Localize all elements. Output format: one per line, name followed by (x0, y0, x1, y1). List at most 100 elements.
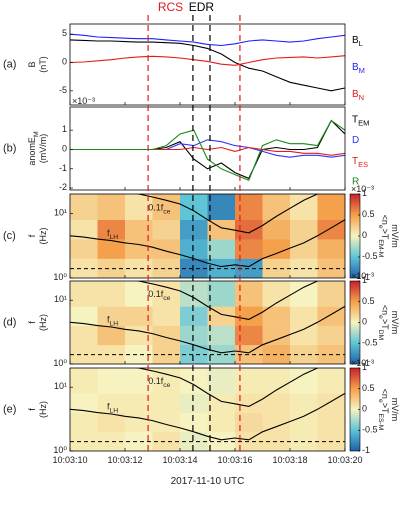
heatmap-cell (180, 239, 208, 259)
colorbar-tick-label: 0.5 (362, 383, 375, 393)
y-axis-unit: (Hz) (38, 401, 48, 418)
heatmap-cell (262, 306, 291, 326)
heatmap-cell (70, 306, 98, 326)
series-line (70, 305, 345, 354)
colorbar-tick-label: -0.5 (362, 251, 378, 261)
y-axis-unit: (Hz) (38, 228, 48, 245)
colorbar-label: <ne>TES-M (377, 389, 390, 431)
heatmap-cell (180, 412, 208, 433)
heatmap-cell (125, 431, 153, 451)
series-line (70, 219, 345, 268)
heatmap-cell (70, 239, 98, 259)
series-line (70, 55, 345, 66)
legend-label: R (352, 176, 359, 187)
series-line (70, 139, 345, 158)
legend-label: BM (352, 62, 365, 76)
heatmap-cell (180, 306, 208, 326)
heatmap-cell (207, 258, 236, 278)
y-axis-unit: (Hz) (38, 314, 48, 331)
series-line (70, 146, 345, 156)
heatmap-cell (290, 412, 318, 433)
heatmap-cell (70, 258, 98, 278)
heatmap-cell (180, 258, 208, 278)
heatmap-cell (262, 239, 291, 259)
legend-label: TEM (352, 114, 369, 128)
plot-area (70, 33, 345, 92)
heatmap-cell (207, 368, 236, 394)
x-tick-label: 10:03:12 (107, 455, 142, 465)
y-axis-label: f (27, 234, 37, 237)
heatmap-cell (125, 393, 153, 413)
x-axis-label: 2017-11-10 UTC (171, 476, 245, 487)
heatmap-cell (317, 393, 345, 413)
legend-label: TES (352, 156, 368, 170)
heatmap-cell (290, 325, 318, 346)
heatmap-cell (207, 431, 236, 451)
heatmap-cell (97, 368, 126, 394)
heatmap-cell (180, 368, 208, 394)
y-tick-label: 5 (62, 29, 67, 39)
y-tick-label: 1 (62, 125, 67, 135)
x-tick-label: 10:03:14 (162, 455, 197, 465)
heatmap-cell (97, 258, 126, 278)
heatmap-cell (152, 325, 181, 346)
heatmap-cell (290, 239, 318, 259)
heatmap-cell (235, 239, 263, 259)
x-tick-label: 10:03:18 (272, 455, 307, 465)
y-tick-label: 10⁰ (53, 445, 67, 455)
heatmap-cell (180, 431, 208, 451)
colorbar-tick-label: 1 (362, 275, 367, 285)
colorbar-label: <ne>TDM (377, 305, 390, 341)
colorbar-tick-label: 0 (362, 317, 367, 327)
plot-frame (69, 367, 346, 452)
series-line (70, 39, 345, 92)
heatmap-cell (207, 306, 236, 326)
heatmap-cell (97, 344, 126, 364)
colorbar-tick-label: -1 (362, 358, 370, 368)
y-tick-label: 10⁰ (53, 272, 67, 282)
colorbar-tick-label: 1 (362, 188, 367, 198)
heatmap-cell (207, 194, 236, 220)
heatmap-cell (235, 325, 263, 346)
heatmap-cell (152, 239, 181, 259)
colorbar-exponent: ×10⁻³ (351, 358, 374, 368)
series-line (135, 281, 319, 320)
heatmap-cell (235, 219, 263, 240)
panel-label: (c) (3, 230, 16, 242)
heatmap-cell (207, 281, 236, 307)
heatmap-cell (97, 239, 126, 259)
heatmap-cell (180, 344, 208, 364)
heatmap-cell (180, 219, 208, 240)
heatmap-cell (207, 344, 236, 364)
series-line (135, 368, 319, 407)
heatmap-cell (152, 344, 181, 364)
heatmap-cell (180, 281, 208, 307)
heatmap-cell (207, 219, 236, 240)
colorbar-unit: mV/m (390, 311, 400, 335)
heatmap-cell (235, 306, 263, 326)
series-line (70, 119, 345, 182)
y-tick-label: 0 (62, 57, 67, 67)
heatmap-cell (262, 368, 291, 394)
heatmap-cell (97, 194, 126, 220)
heatmap-cell (70, 393, 98, 413)
heatmap-cell (70, 194, 98, 220)
line-label: fLH (107, 315, 118, 328)
heatmap-cell (235, 412, 263, 433)
y-tick-label: 10⁰ (53, 358, 67, 368)
line-label: 0.1fce (148, 377, 170, 390)
line-label: fLH (107, 402, 118, 415)
x-tick-label: 10:03:16 (217, 455, 252, 465)
heatmap-cell (317, 368, 345, 394)
series-line (70, 33, 345, 47)
colorbar-exponent: ×10⁻³ (351, 184, 374, 194)
panel-label: (a) (3, 58, 16, 70)
line-label: 0.1fce (148, 290, 170, 303)
event-label: EDR (189, 0, 215, 14)
heatmap-cell (235, 281, 263, 307)
heatmap-cell (290, 368, 318, 394)
y-axis-unit: (nT) (38, 56, 48, 73)
heatmap-cell (125, 306, 153, 326)
colorbar-tick-label: -0.5 (362, 338, 378, 348)
